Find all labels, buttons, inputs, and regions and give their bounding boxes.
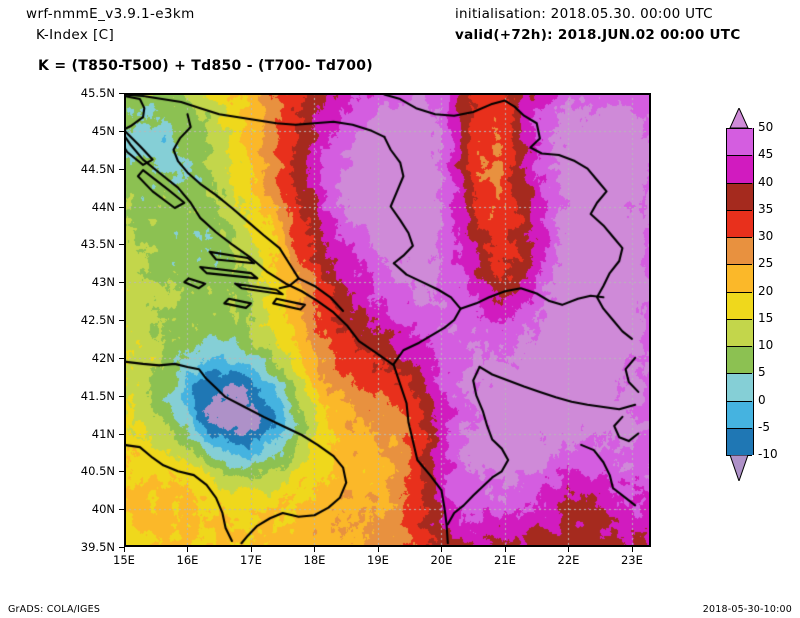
colorbar-separator xyxy=(726,128,752,129)
lat-tick xyxy=(119,282,124,284)
lon-tick xyxy=(504,547,506,552)
k-index-field-canvas xyxy=(124,93,651,547)
lon-tick-label: 19E xyxy=(367,553,389,567)
lat-tick-label: 43N xyxy=(91,275,115,290)
footer-timestamp: 2018-05-30-10:00 xyxy=(702,604,792,615)
lat-tick-label: 42.5N xyxy=(80,313,115,327)
colorbar-separator xyxy=(726,373,752,375)
colorbar-separator xyxy=(726,182,752,184)
lat-tick-label: 44.5N xyxy=(80,161,115,176)
lat-tick xyxy=(119,547,124,548)
lat-tick-label: 41.5N xyxy=(80,388,115,403)
lon-tick xyxy=(377,547,379,552)
lat-tick xyxy=(119,357,124,359)
colorbar-tick-label: 0 xyxy=(758,392,766,407)
lon-tick-label: 17E xyxy=(240,553,262,567)
lat-tick xyxy=(119,509,124,511)
field-title: K-Index [C] xyxy=(36,27,115,43)
lat-tick xyxy=(119,433,124,435)
lon-tick xyxy=(631,547,633,552)
colorbar-separator xyxy=(726,427,752,429)
colorbar-separator xyxy=(726,209,752,211)
lon-tick xyxy=(568,547,570,552)
valid-time: valid(+72h): 2018.JUN.02 00:00 UTC xyxy=(455,27,741,43)
colorbar-band xyxy=(726,128,754,156)
colorbar-tick-label: 15 xyxy=(758,310,774,325)
colorbar-tick-label: 30 xyxy=(758,229,774,243)
colorbar-band xyxy=(726,209,754,237)
colorbar-tick-label: 5 xyxy=(758,365,766,380)
colorbar-tick-label: 25 xyxy=(758,256,774,271)
colorbar-tick-label: -10 xyxy=(758,447,778,461)
lat-tick-label: 45.5N xyxy=(80,86,115,100)
lon-tick-label: 21E xyxy=(494,553,516,567)
colorbar-band xyxy=(726,291,754,319)
lon-tick xyxy=(124,547,125,552)
lon-tick-label: 20E xyxy=(430,553,453,567)
lat-tick-label: 40.5N xyxy=(80,464,115,479)
lat-tick xyxy=(119,93,124,94)
lat-tick xyxy=(119,395,124,397)
colorbar-band xyxy=(726,182,754,210)
footer-credit: GrADS: COLA/IGES xyxy=(8,604,101,615)
colorbar-band xyxy=(726,264,754,292)
colorbar-tick-label: 45 xyxy=(758,147,774,162)
lon-tick-label: 18E xyxy=(303,553,326,567)
colorbar-tick-label: 40 xyxy=(758,174,774,189)
colorbar-separator xyxy=(726,237,752,238)
formula-text: K = (T850-T500) + Td850 - (T700- Td700) xyxy=(38,58,374,74)
lat-tick xyxy=(119,471,124,473)
lat-tick xyxy=(119,320,124,321)
lat-tick-label: 42N xyxy=(91,350,115,365)
lon-tick xyxy=(441,547,443,552)
colorbar-separator xyxy=(726,346,752,347)
lon-tick xyxy=(314,547,316,552)
lon-tick-label: 16E xyxy=(176,553,199,567)
colorbar-band xyxy=(726,318,754,346)
colorbar-band xyxy=(726,373,754,401)
lat-tick-label: 39.5N xyxy=(80,540,115,554)
colorbar-band xyxy=(726,346,754,374)
colorbar-tick-label: 20 xyxy=(758,283,774,298)
model-title: wrf-nmmE_v3.9.1-e3km xyxy=(26,6,195,22)
colorbar: -10 -5 0 5 10 15 20 25 30 35 40 45 50 xyxy=(726,100,778,500)
lon-tick-label: 23E xyxy=(620,553,643,567)
lat-tick-label: 45N xyxy=(91,123,115,138)
colorbar-over-arrow xyxy=(726,106,752,129)
lat-tick xyxy=(119,244,124,246)
colorbar-tick-label: 10 xyxy=(758,338,774,352)
colorbar-tick-label: -5 xyxy=(758,419,770,434)
colorbar-tick-label: 35 xyxy=(758,201,774,216)
colorbar-separator xyxy=(726,291,752,293)
map-plot-area xyxy=(124,93,651,547)
colorbar-under-arrow xyxy=(726,454,752,483)
colorbar-separator xyxy=(726,400,752,402)
colorbar-band xyxy=(726,400,754,428)
lat-tick xyxy=(119,130,124,132)
colorbar-separator xyxy=(726,155,752,157)
colorbar-band xyxy=(726,155,754,183)
lon-tick-label: 15E xyxy=(113,553,135,567)
lat-tick-label: 43.5N xyxy=(80,237,115,252)
initialisation-time: initialisation: 2018.05.30. 00:00 UTC xyxy=(455,6,713,22)
colorbar-tick-label: 50 xyxy=(758,120,774,134)
lat-tick-label: 40N xyxy=(91,502,115,517)
colorbar-separator xyxy=(726,318,752,320)
colorbar-separator xyxy=(726,264,752,266)
lat-tick-label: 44N xyxy=(91,199,115,214)
lat-tick xyxy=(119,168,124,170)
lon-tick-label: 22E xyxy=(557,553,580,567)
colorbar-band xyxy=(726,237,754,265)
lat-tick-label: 41N xyxy=(91,426,115,441)
lat-tick xyxy=(119,206,124,208)
colorbar-band xyxy=(726,427,754,455)
lon-tick xyxy=(250,547,252,552)
lon-tick xyxy=(187,547,189,552)
